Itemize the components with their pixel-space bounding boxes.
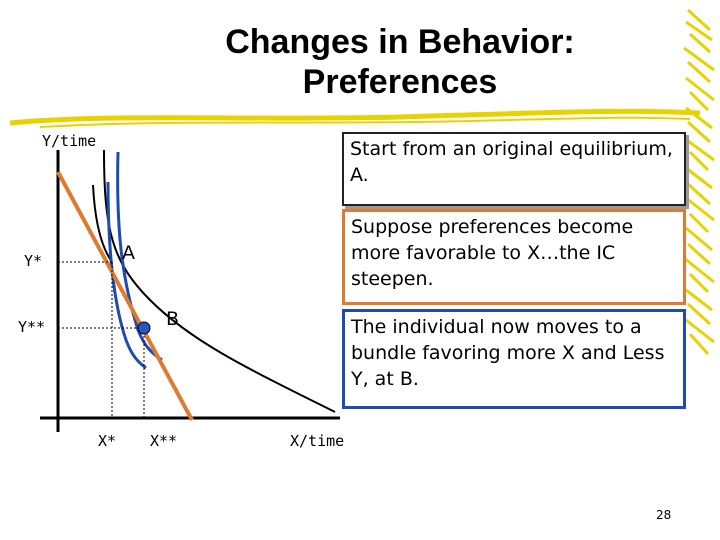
x-axis-label: X/time	[290, 432, 345, 450]
budget-line	[56, 171, 194, 421]
title-underline	[9, 108, 701, 128]
callout-new-bundle: The individual now moves to a bundle fav…	[342, 309, 686, 409]
x-double-star-label: X**	[150, 432, 178, 450]
new-indifference-curve-2	[106, 181, 147, 370]
page-number: 28	[656, 508, 672, 522]
x-star-label: X*	[98, 432, 117, 450]
title-line-1: Changes in Behavior:	[225, 23, 575, 61]
y-double-star-label: Y**	[18, 318, 46, 336]
callout-preferences-change: Suppose preferences become more favorabl…	[342, 209, 686, 305]
original-indifference-curve	[103, 149, 336, 413]
y-star-label: Y*	[24, 252, 43, 270]
point-b-label: B	[166, 308, 180, 330]
slide-title: Changes in Behavior: Preferences	[130, 22, 670, 102]
title-line-2: Preferences	[302, 63, 498, 101]
decorative-pen-strokes	[683, 8, 715, 356]
point-a-label: A	[122, 242, 135, 264]
point-b-marker	[137, 321, 151, 335]
callout-original-equilibrium: Start from an original equilibrium, A.	[342, 132, 686, 206]
y-axis-label: Y/time	[42, 132, 97, 150]
original-ic-upper-segment	[92, 184, 113, 263]
